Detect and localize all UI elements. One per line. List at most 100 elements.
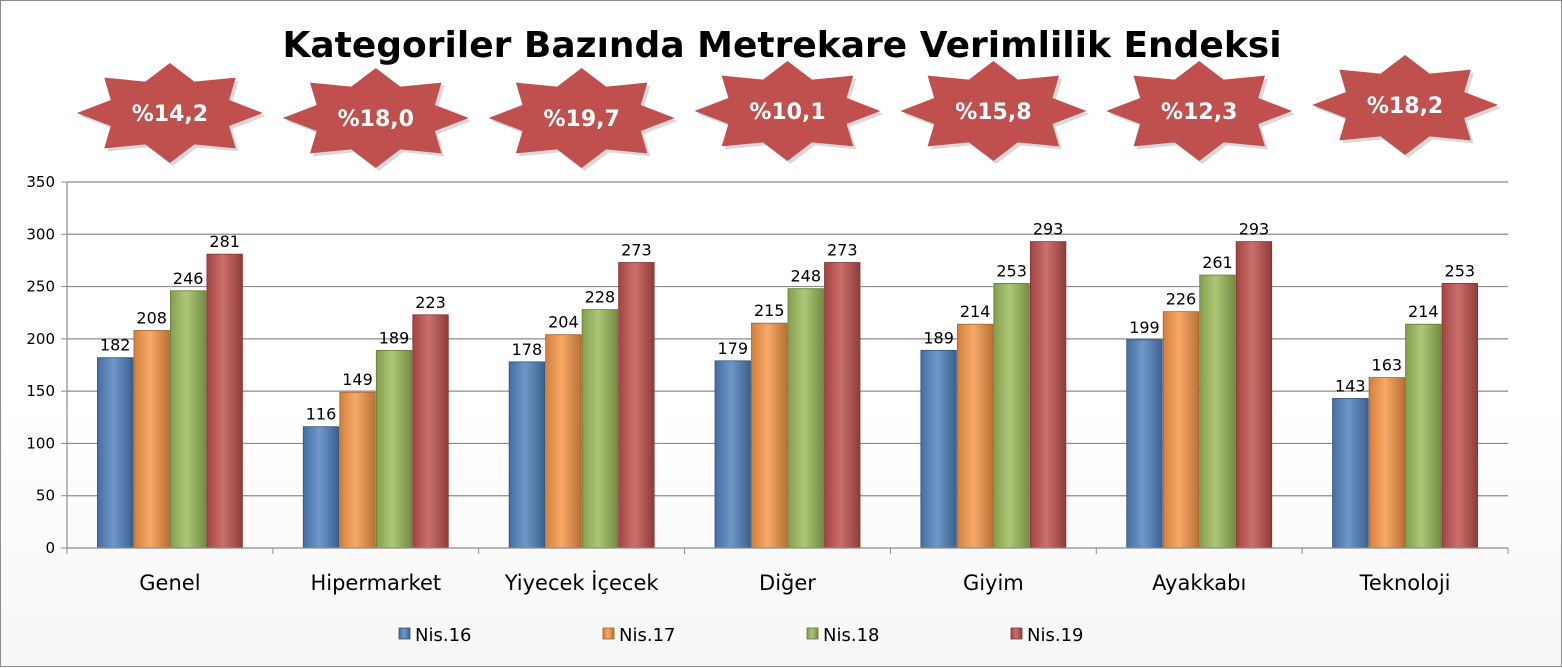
legend-swatch [602, 627, 615, 640]
badge-label: %19,7 [543, 107, 619, 132]
data-label: 182 [100, 336, 131, 355]
badge-label: %18,0 [338, 107, 414, 132]
starburst-badge [488, 68, 675, 168]
bar [993, 283, 1030, 549]
y-tick-label: 150 [26, 382, 55, 400]
y-tick-label: 100 [26, 434, 55, 452]
category-label: Giyim [963, 571, 1024, 595]
starburst-badge [694, 61, 881, 161]
bar [97, 357, 134, 549]
data-label: 261 [1202, 253, 1233, 272]
legend: Nis.16 Nis.17 Nis.18 Nis.19 [398, 625, 1083, 646]
y-tick-label: 0 [45, 539, 55, 557]
change-badges: %14,2 %18,0 %19,7 %10,1 %15,8 %12,3 %18,2 [76, 55, 1502, 171]
bar [824, 262, 861, 549]
legend-label: Nis.19 [1027, 625, 1083, 646]
data-label: 253 [996, 261, 1027, 280]
category-label: Genel [139, 571, 200, 595]
category-label: Teknoloji [1359, 571, 1451, 595]
data-label: 228 [585, 288, 616, 307]
data-label: 281 [209, 232, 240, 251]
bar [1126, 339, 1163, 549]
data-labels: 182 208 246 281 116 149 189 223 178 204 228 273 179 2… [100, 220, 1475, 424]
category-label: Diğer [759, 571, 816, 595]
bar [412, 314, 449, 549]
data-label: 253 [1445, 261, 1476, 280]
bar [920, 349, 957, 549]
badge-label: %15,8 [955, 100, 1031, 125]
bars [97, 241, 1478, 549]
data-label: 248 [790, 267, 821, 286]
data-label: 273 [827, 241, 858, 260]
data-label: 149 [342, 370, 373, 389]
legend-swatch [398, 627, 411, 640]
x-axis: Genel Hipermarket Yiyecek İçecek Diğer Giyim… [66, 547, 1509, 595]
bar [956, 323, 994, 549]
bar [133, 330, 170, 549]
legend-swatch [806, 627, 819, 640]
badge-label: %10,1 [749, 100, 825, 125]
bar [751, 322, 788, 549]
starburst-badge [282, 68, 469, 168]
legend-label: Nis.18 [823, 625, 879, 646]
y-tick-label: 200 [26, 330, 55, 348]
data-label: 116 [306, 405, 337, 424]
bar [1368, 377, 1405, 549]
category-label: Hipermarket [310, 571, 441, 595]
data-label: 208 [136, 308, 167, 327]
y-axis: 0 50 100 150 200 250 300 350 [26, 173, 68, 557]
bar [1441, 283, 1478, 549]
starburst-badge [1106, 61, 1293, 161]
bar [508, 361, 546, 549]
bar [375, 349, 413, 549]
starburst-badge [1312, 55, 1499, 155]
bar [787, 288, 824, 549]
legend-label: Nis.17 [619, 625, 675, 646]
bar [1162, 311, 1200, 549]
y-tick-label: 250 [26, 278, 55, 296]
chart-title: Kategoriler Bazında Metrekare Verimlilik… [282, 25, 1281, 66]
data-label: 178 [512, 340, 543, 359]
legend-label: Nis.16 [415, 625, 471, 646]
data-label: 246 [173, 269, 204, 288]
bar [339, 391, 376, 549]
data-label: 204 [548, 313, 579, 332]
badge-label: %12,3 [1161, 100, 1237, 125]
category-label: Ayakkabı [1152, 571, 1246, 595]
bar [206, 253, 243, 549]
bar [1199, 274, 1236, 549]
bar [618, 262, 655, 549]
bar [581, 309, 619, 549]
data-label: 189 [379, 328, 410, 347]
bar [1332, 398, 1369, 549]
y-tick-label: 350 [26, 173, 55, 191]
bar [1029, 241, 1067, 549]
data-label: 293 [1033, 220, 1064, 239]
data-label: 163 [1372, 356, 1403, 375]
data-label: 199 [1129, 318, 1160, 337]
badge-label: %14,2 [132, 102, 208, 127]
y-tick-label: 300 [26, 225, 55, 243]
starburst-badge [76, 63, 263, 163]
data-label: 226 [1166, 290, 1197, 309]
badge-label: %18,2 [1367, 94, 1443, 119]
data-label: 143 [1335, 376, 1366, 395]
data-label: 179 [717, 339, 748, 358]
data-label: 214 [960, 302, 991, 321]
data-label: 214 [1408, 302, 1439, 321]
bar [1235, 241, 1273, 549]
data-label: 273 [621, 241, 652, 260]
bar [170, 290, 207, 549]
bar [545, 334, 582, 549]
data-label: 223 [415, 293, 446, 312]
gridlines [67, 181, 1508, 497]
data-label: 215 [754, 301, 785, 320]
bar [1405, 323, 1442, 549]
y-tick-label: 50 [36, 487, 55, 505]
bar [714, 360, 751, 549]
data-label: 189 [923, 328, 954, 347]
bar [302, 426, 340, 549]
legend-swatch [1010, 627, 1023, 640]
